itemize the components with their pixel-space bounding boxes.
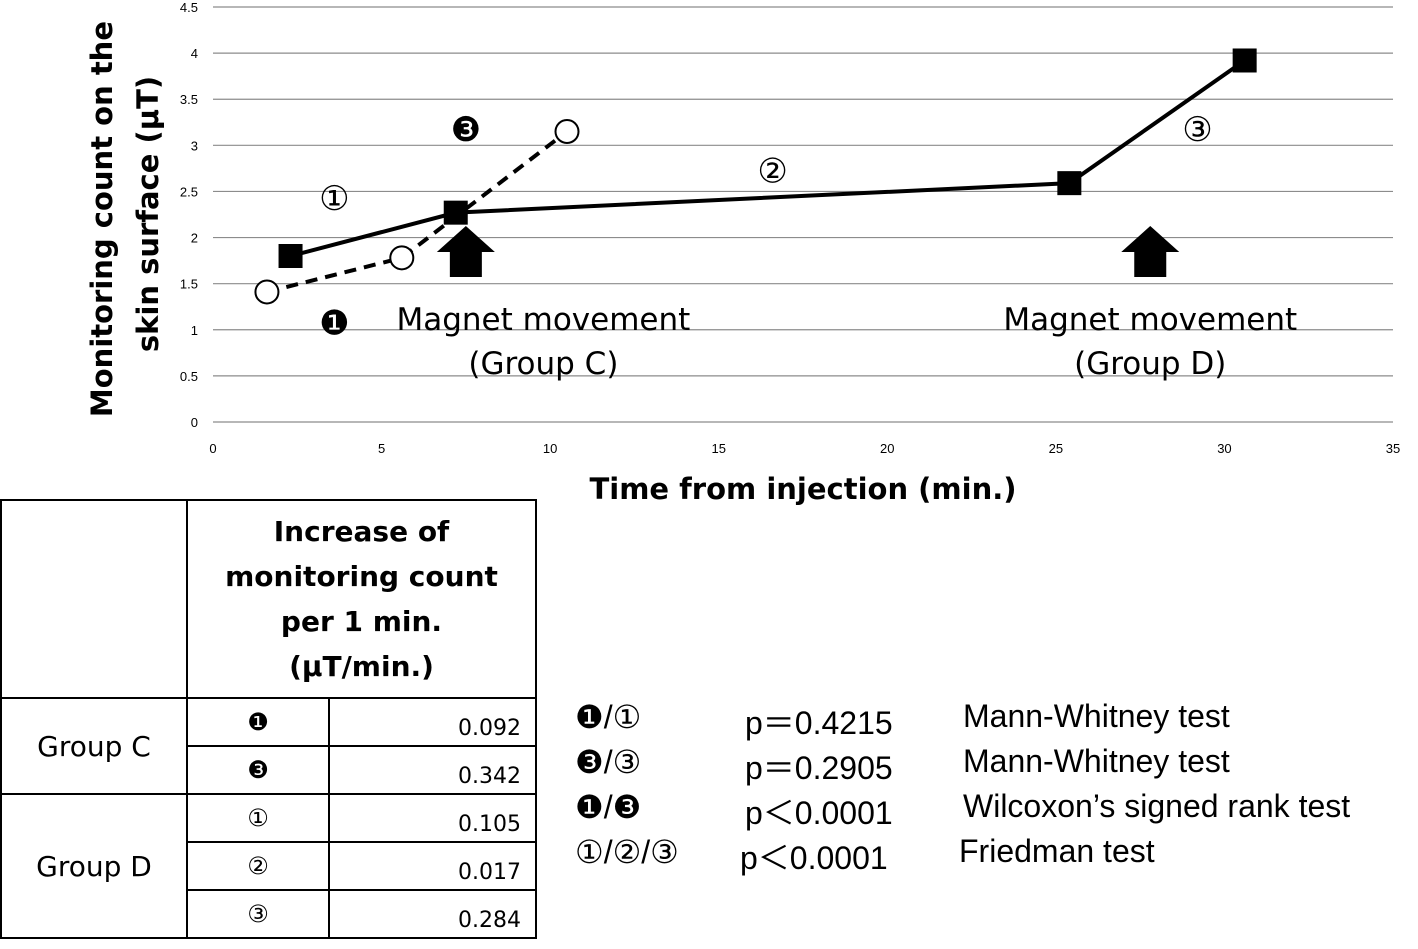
grid-lines: [213, 6, 1393, 377]
x-tick-label: 5: [378, 441, 385, 456]
segment-label: ①: [319, 179, 349, 219]
stat-comparison: ①/②/③: [575, 834, 679, 870]
series-group: [254, 48, 1257, 305]
segment-label: ❶: [319, 304, 349, 344]
value-cell: 0.342: [328, 745, 537, 795]
header-line: (μT/min.): [289, 650, 434, 683]
stat-p-value: p＜0.0001: [745, 795, 893, 831]
up-arrow-icon: [1121, 226, 1180, 277]
y-tick-label: 2.5: [180, 184, 198, 199]
annotation-line-1: Magnet movement: [1003, 302, 1297, 338]
y-tick-labels: 0 0.5 1 1.5 2 2.5 3 3.5 4 4.5: [180, 0, 198, 430]
stat-comparison: ❸/③: [575, 744, 642, 780]
header-line: monitoring count: [225, 560, 498, 593]
x-tick-label: 10: [543, 441, 557, 456]
stat-test-name: Friedman test: [959, 833, 1155, 869]
x-axis-title: Time from injection (min.): [589, 472, 1016, 506]
value-cell: 0.105: [328, 793, 537, 843]
square-point: [278, 244, 303, 268]
table-row: ③ 0.284: [1, 889, 537, 939]
annotation-line-2: (Group D): [1074, 346, 1226, 382]
table-row: ❸ 0.342: [1, 745, 537, 795]
x-tick-label: 0: [209, 441, 216, 456]
stat-comparison: ❶/❸: [575, 789, 642, 825]
square-point: [1232, 48, 1257, 73]
group-name: Group D: [0, 793, 188, 939]
table-row: Group D ① 0.105: [0, 793, 537, 939]
segment-label: ③: [1182, 110, 1212, 150]
segment-cell: ❸: [186, 745, 330, 795]
y-axis-title-line-1: Monitoring count on the: [85, 21, 119, 417]
line-chart: 0 5 10 15 20 25 30 35 0 0.5 1 1.5 2 2.5 3 3.5 4 4.5 ① ② ③ ❶…: [85, 0, 1400, 506]
y-axis-title-line-2: skin surface (μT): [131, 76, 165, 352]
table-row: ② 0.017: [1, 841, 537, 891]
circle-point: [254, 279, 280, 305]
x-tick-labels: 0 5 10 15 20 25 30 35: [209, 441, 1400, 456]
y-tick-label: 1: [191, 323, 198, 338]
table-corner-cell: [0, 499, 188, 699]
y-tick-label: 3: [191, 138, 198, 153]
segment-labels: ① ② ③ ❶ ❸: [319, 110, 1213, 344]
circle-point: [389, 245, 415, 271]
x-tick-label: 15: [711, 441, 725, 456]
y-tick-label: 0.5: [180, 369, 198, 384]
series-line-2: [266, 129, 569, 294]
stat-test-name: Wilcoxon’s signed rank test: [963, 788, 1351, 824]
series-line-1: [290, 58, 1246, 258]
table-header-cell: Increase of monitoring count per 1 min. …: [186, 499, 537, 699]
segment-cell: ③: [186, 889, 330, 939]
table-row: Group C ❶ 0.092: [0, 697, 537, 795]
x-tick-label: 20: [880, 441, 894, 456]
rate-table: Increase of monitoring count per 1 min. …: [0, 499, 537, 939]
table-header-row: Increase of monitoring count per 1 min. …: [0, 499, 537, 699]
header-line: Increase of: [273, 515, 450, 548]
segment-cell: ❶: [186, 697, 330, 747]
stat-test-name: Mann-Whitney test: [963, 698, 1230, 734]
y-tick-label: 1.5: [180, 277, 198, 292]
annotations: Magnet movement (Group C) Magnet movement (…: [396, 226, 1297, 382]
circle-point: [554, 119, 580, 144]
segment-cell: ②: [186, 841, 330, 891]
stat-p-value: p＝0.4215: [745, 705, 893, 741]
x-tick-label: 25: [1049, 441, 1063, 456]
group-name: Group C: [0, 697, 188, 795]
square-point: [443, 200, 468, 225]
y-tick-label: 3.5: [180, 92, 198, 107]
stat-comparison: ❶/①: [575, 699, 642, 735]
annotation-line-1: Magnet movement: [396, 302, 690, 338]
value-cell: 0.284: [328, 889, 537, 939]
square-point: [1057, 171, 1082, 196]
y-tick-label: 4: [191, 46, 198, 61]
y-tick-label: 4.5: [180, 0, 198, 15]
segment-cell: ①: [186, 793, 330, 843]
x-tick-label: 30: [1217, 441, 1231, 456]
header-line: per 1 min.: [280, 605, 443, 638]
stat-test-name: Mann-Whitney test: [963, 743, 1230, 779]
annotation-line-2: (Group C): [468, 346, 618, 382]
stat-p-value: p＜0.0001: [740, 840, 888, 876]
up-arrow-icon: [436, 226, 495, 277]
value-cell: 0.017: [328, 841, 537, 891]
segment-label: ②: [757, 152, 787, 192]
stat-p-value: p＝0.2905: [745, 750, 893, 786]
value-cell: 0.092: [328, 697, 537, 747]
y-axis-title: Monitoring count on the skin surface (μT…: [85, 11, 165, 417]
segment-label: ❸: [451, 110, 481, 150]
y-tick-label: 0: [191, 415, 198, 430]
x-tick-label: 35: [1386, 441, 1400, 456]
y-tick-label: 2: [191, 231, 198, 246]
